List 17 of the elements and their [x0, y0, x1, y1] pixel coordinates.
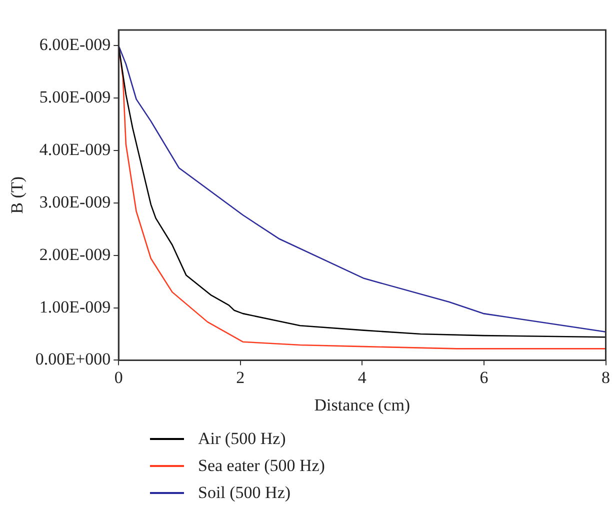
- y-tick-label: 3.00E-009: [39, 192, 111, 212]
- x-tick-label: 2: [236, 368, 245, 387]
- y-tick-label: 6.00E-009: [39, 35, 111, 54]
- y-axis-title: B (T): [8, 176, 27, 214]
- legend-label: Air (500 Hz): [198, 428, 286, 448]
- legend-label: Soil (500 Hz): [198, 482, 291, 502]
- x-tick-label: 6: [480, 368, 488, 387]
- x-tick-label: 8: [602, 368, 610, 387]
- y-tick-label: 5.00E-009: [39, 88, 111, 107]
- y-tick-label: 0.00E+000: [35, 350, 111, 369]
- x-tick-label: 4: [358, 368, 367, 387]
- y-tick-label: 4.00E-009: [39, 140, 111, 160]
- y-tick-label: 2.00E-009: [39, 244, 111, 264]
- y-tick-label: 1.00E-009: [39, 297, 111, 316]
- x-axis-title: Distance (cm): [314, 395, 410, 414]
- legend-label: Sea eater (500 Hz): [198, 456, 325, 476]
- x-tick-label: 0: [114, 368, 123, 387]
